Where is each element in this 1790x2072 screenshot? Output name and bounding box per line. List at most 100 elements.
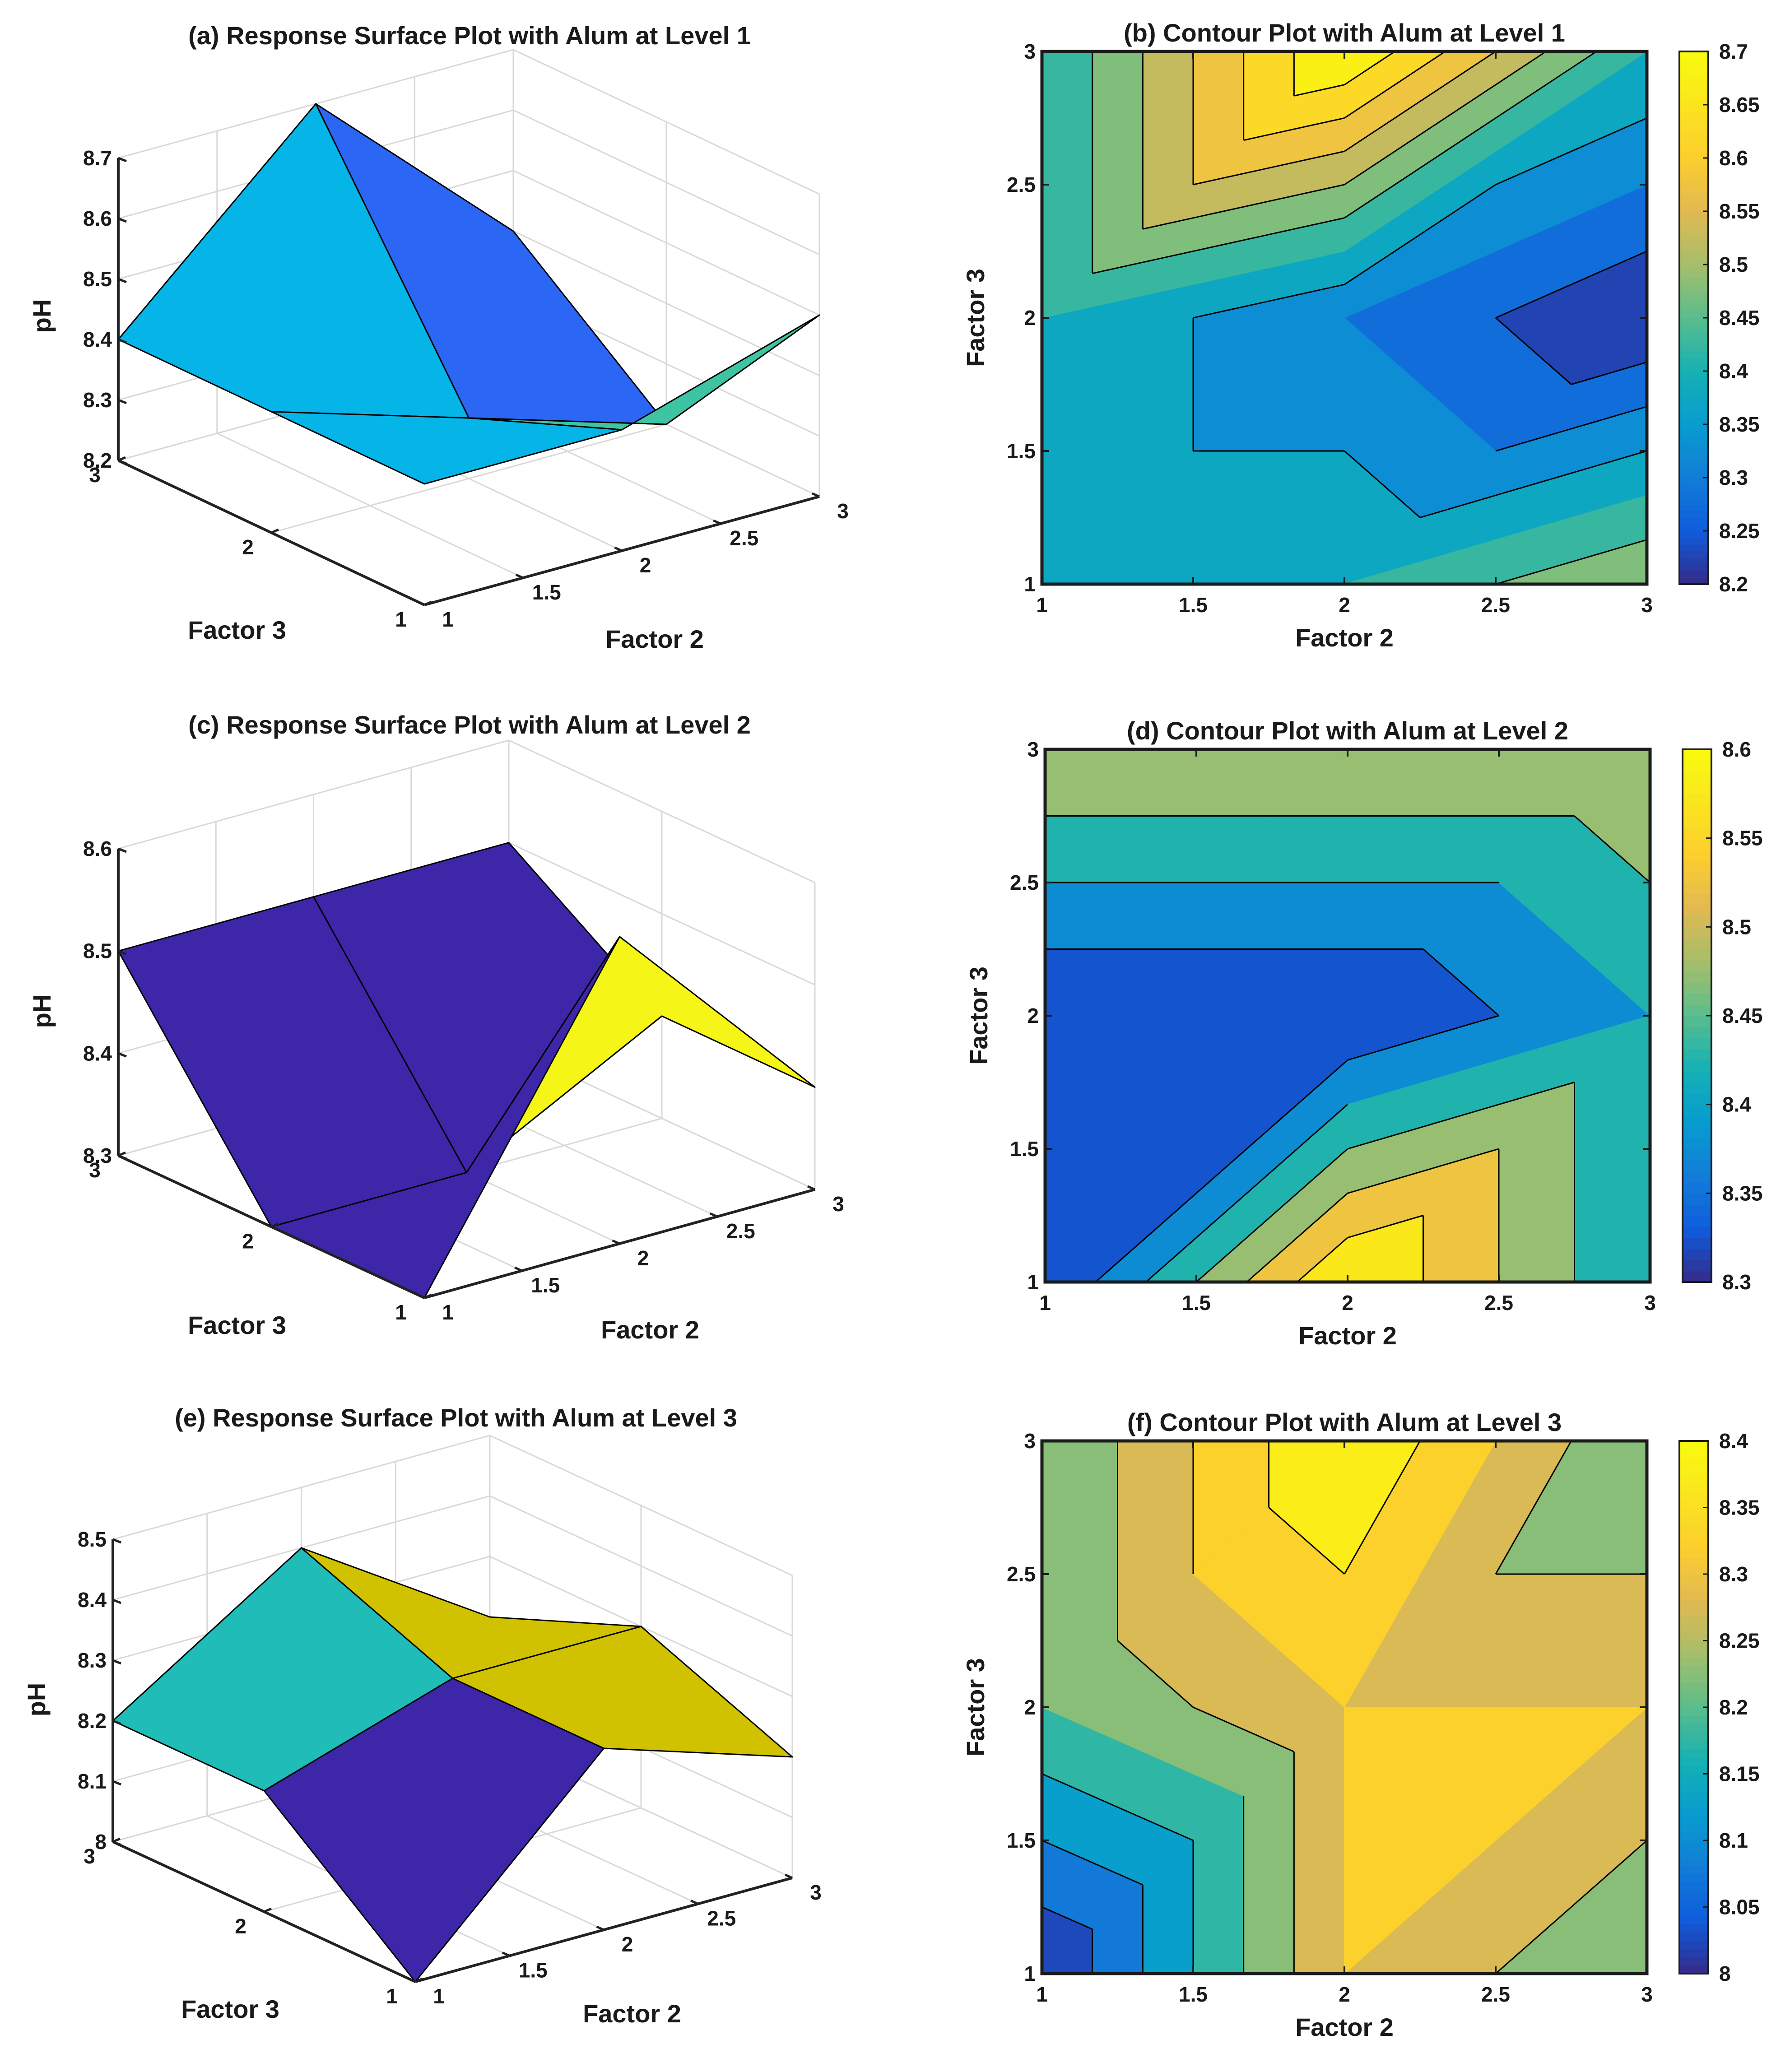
x-tick-label: 2.5: [1481, 593, 1510, 617]
contour-line: [1092, 217, 1345, 274]
colorbar-tick-label: 8.35: [1722, 1181, 1763, 1205]
colorbar-swatch: [1679, 131, 1708, 139]
colorbar-swatch: [1683, 1049, 1711, 1061]
colorbar-swatch: [1679, 478, 1708, 485]
colorbar-swatch: [1679, 185, 1708, 192]
colorbar-swatch: [1679, 551, 1708, 558]
x-tick-label: 1.5: [519, 1959, 548, 1982]
colorbar-swatch: [1679, 364, 1708, 372]
colorbar-swatch: [1679, 111, 1708, 119]
y-axis-label: Factor 3: [964, 966, 993, 1065]
colorbar-swatch: [1679, 158, 1708, 165]
z-tick-label: 8.5: [78, 1528, 107, 1551]
colorbar-swatch: [1683, 1182, 1711, 1194]
y-tick-label: 1: [1027, 1270, 1039, 1294]
z-tick: [112, 1598, 121, 1604]
colorbar-swatch: [1679, 404, 1708, 412]
colorbar-swatch: [1679, 537, 1708, 545]
y-tick-label: 1.5: [1007, 1829, 1036, 1852]
x-tick-label: 1.5: [532, 581, 561, 604]
colorbar-swatch: [1679, 98, 1708, 105]
x-tick-label: 2: [622, 1933, 633, 1956]
contour-line: [1344, 1440, 1421, 1575]
colorbar-swatch: [1679, 564, 1708, 571]
contour-line: [1344, 51, 1547, 186]
y-tick-label: 2: [1027, 1004, 1039, 1027]
colorbar-swatch: [1679, 497, 1708, 505]
y-tick-label: 2: [242, 1230, 254, 1253]
contour-lines: [1092, 51, 1647, 585]
x-tick-label: 3: [837, 499, 849, 523]
x-tick-label: 1: [442, 608, 454, 631]
colorbar-swatch: [1679, 238, 1708, 245]
colorbar-swatch: [1679, 351, 1708, 358]
colorbar-swatch: [1683, 1171, 1711, 1183]
contour-panel-b: 1 1.5 2 2.5 3 1 1.5 2 2.5 3 (b) Contour Plot with …: [961, 19, 1760, 652]
colorbar-swatch: [1683, 1071, 1711, 1083]
contour-panel-f: 1 1.5 2 2.5 3 1 1.5 2 2.5 3 (f) Contour Plot with …: [961, 1408, 1760, 2041]
colorbar-tick-label: 8.4: [1722, 1093, 1751, 1116]
colorbar-swatch: [1683, 1004, 1711, 1016]
contour-line: [1117, 1640, 1194, 1708]
y-tick-label: 2: [242, 535, 254, 559]
z-tick: [118, 847, 127, 853]
colorbar-swatch: [1683, 905, 1711, 916]
colorbar-swatch: [1683, 1237, 1711, 1250]
chart-title: (d) Contour Plot with Alum at Level 2: [1127, 716, 1568, 745]
colorbar-swatch: [1679, 1798, 1708, 1808]
x-tick-label: 2: [1339, 1983, 1350, 2006]
colorbar-swatch: [1679, 178, 1708, 185]
colorbar-swatch: [1683, 893, 1711, 906]
colorbar-swatch: [1679, 1616, 1708, 1625]
x-tick: [596, 1925, 604, 1931]
colorbar-swatch: [1683, 1226, 1711, 1238]
x-axis-label: Factor 2: [601, 1315, 699, 1344]
colorbar-swatch: [1679, 231, 1708, 238]
colorbar-swatch: [1683, 871, 1711, 883]
colorbar-swatch: [1683, 749, 1711, 761]
chart-title: (c) Response Surface Plot with Alum at L…: [188, 711, 751, 739]
colorbar-swatch: [1683, 971, 1711, 983]
contour-line: [1344, 51, 1597, 219]
colorbar-tick-label: 8.4: [1719, 359, 1748, 383]
colorbar-swatch: [1679, 125, 1708, 132]
y-tick-label: 1.5: [1007, 439, 1036, 463]
colorbar-tick-label: 8.25: [1719, 519, 1760, 543]
x-tick: [784, 1873, 793, 1879]
colorbar-swatch: [1679, 84, 1708, 92]
chart-title: (b) Contour Plot with Alum at Level 1: [1124, 19, 1565, 47]
colorbar-tick-label: 8.7: [1719, 40, 1748, 63]
contour-line: [1344, 450, 1421, 518]
x-axis-label: Factor 2: [1295, 2013, 1394, 2041]
colorbar-swatch: [1679, 278, 1708, 285]
colorbar-swatch: [1679, 164, 1708, 172]
colorbar-swatch: [1679, 384, 1708, 392]
contour-line: [1495, 1840, 1647, 1974]
colorbar-swatch: [1683, 1115, 1711, 1127]
z-tick-label: 8.4: [83, 1041, 112, 1065]
colorbar-swatch: [1679, 224, 1708, 232]
x-tick-label: 2: [637, 1246, 649, 1270]
colorbar-swatch: [1683, 1082, 1711, 1094]
x-axis-label: Factor 2: [1298, 1321, 1397, 1350]
colorbar-swatch: [1679, 258, 1708, 265]
colorbar-tick-label: 8.3: [1719, 1562, 1748, 1586]
colorbar-swatch: [1679, 464, 1708, 472]
x-tick: [807, 1185, 816, 1191]
contour-line: [1420, 450, 1647, 518]
colorbar-swatch: [1679, 457, 1708, 465]
colorbar-swatch: [1679, 491, 1708, 498]
contour-line: [1344, 51, 1395, 86]
colorbar-tick-label: 8.35: [1719, 413, 1760, 436]
colorbar-swatch: [1683, 927, 1711, 938]
x-tick-label: 1: [433, 1984, 445, 2008]
z-tick-label: 8.3: [78, 1649, 107, 1672]
colorbar-swatch: [1679, 1715, 1708, 1724]
colorbar-tick-label: 8.25: [1719, 1629, 1760, 1653]
colorbar-swatch: [1679, 1940, 1708, 1949]
x-tick-label: 2.5: [726, 1219, 755, 1243]
colorbar-swatch: [1679, 1865, 1708, 1874]
contour-line: [1495, 251, 1647, 319]
surface-patch: [263, 1677, 604, 1983]
contour-line: [1193, 150, 1345, 186]
